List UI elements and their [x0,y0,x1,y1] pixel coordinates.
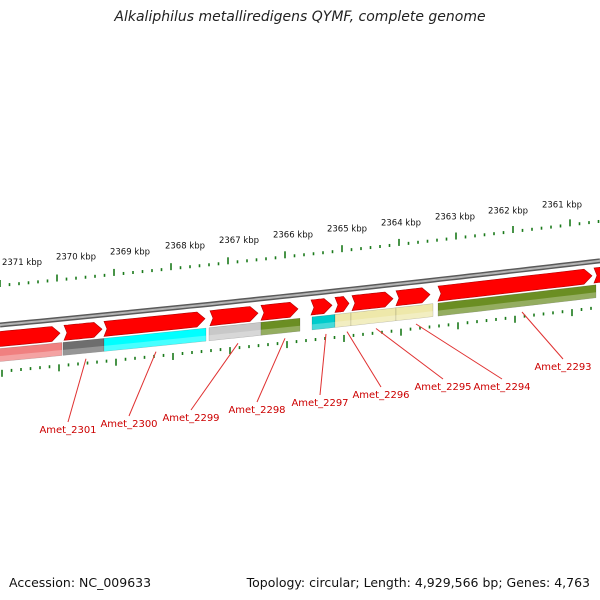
scale-label: 2369 kbp [110,247,150,257]
category-box [103,327,207,352]
cds-arrow [395,287,431,307]
scale-label: 2362 kbp [488,207,528,217]
cds-arrow [0,326,61,347]
category-box [437,284,597,317]
cds-arrow [351,291,394,311]
gene-label: Amet_2293 [534,362,591,373]
leader-line [375,328,444,380]
scale-label: 2367 kbp [219,236,259,246]
scale-label: 2363 kbp [435,213,475,223]
gene-label: Amet_2296 [352,390,409,401]
leader-line [128,351,157,417]
gene-label: Amet_2300 [100,419,157,430]
forward-strand-track [0,266,600,347]
category-box-shade [0,350,62,362]
leader-line [67,358,87,423]
cds-arrow [209,306,259,327]
scale-label: 2364 kbp [381,219,421,229]
scale-label: 2366 kbp [273,230,313,240]
genome-summary-text: Topology: circular; Length: 4,929,566 bp… [246,575,590,590]
category-box [395,303,434,321]
scale-label: 2361 kbp [542,200,582,210]
cds-arrow [103,311,206,337]
leader-line [415,323,503,380]
scale-ticks [0,219,600,377]
category-box-shade [104,335,206,352]
scale-label: 2365 kbp [327,225,367,235]
scale-label: 2370 kbp [56,253,96,263]
category-box-shade [335,320,351,328]
category-box-shade [351,315,396,326]
leader-line [256,338,286,403]
gene-label: Amet_2298 [228,405,285,416]
category-box [260,317,301,336]
leader-line [521,311,564,360]
cds-arrow [310,298,333,316]
category-box-shade [209,329,261,341]
leader-line [190,343,239,411]
category-box-shade [312,321,335,330]
cds-arrow [334,296,350,313]
scale-labels: 2371 kbp 2370 kbp 2369 kbp 2368 kbp 2367 kbp… [2,200,582,268]
category-box-shade [396,311,433,321]
gene-label: Amet_2294 [473,382,530,393]
gene-labels: Amet_2301 Amet_2300 Amet_2299 Amet_2298 Amet… [39,311,592,436]
backbone-ring [0,258,600,328]
cds-arrow [63,322,103,341]
category-box-shade [63,345,104,356]
scale-label: 2371 kbp [2,258,42,268]
cds-arrow [437,268,593,302]
genome-title: Alkaliphilus metalliredigens QYMF, compl… [114,9,486,25]
accession-text: Accession: NC_009633 [9,575,152,590]
leader-line [319,333,327,396]
gene-label: Amet_2301 [39,425,96,436]
category-track [0,284,597,362]
gene-label: Amet_2297 [291,398,348,409]
category-box-shade [261,325,300,336]
scale-label: 2368 kbp [165,242,205,252]
cds-arrow [260,301,299,321]
category-box [0,342,63,362]
cds-arrow [593,266,600,284]
backbone-highlight [0,259,600,326]
leader-line [346,331,382,388]
category-box-shade [438,292,596,317]
gene-label: Amet_2295 [414,382,471,393]
gene-label: Amet_2299 [162,413,219,424]
